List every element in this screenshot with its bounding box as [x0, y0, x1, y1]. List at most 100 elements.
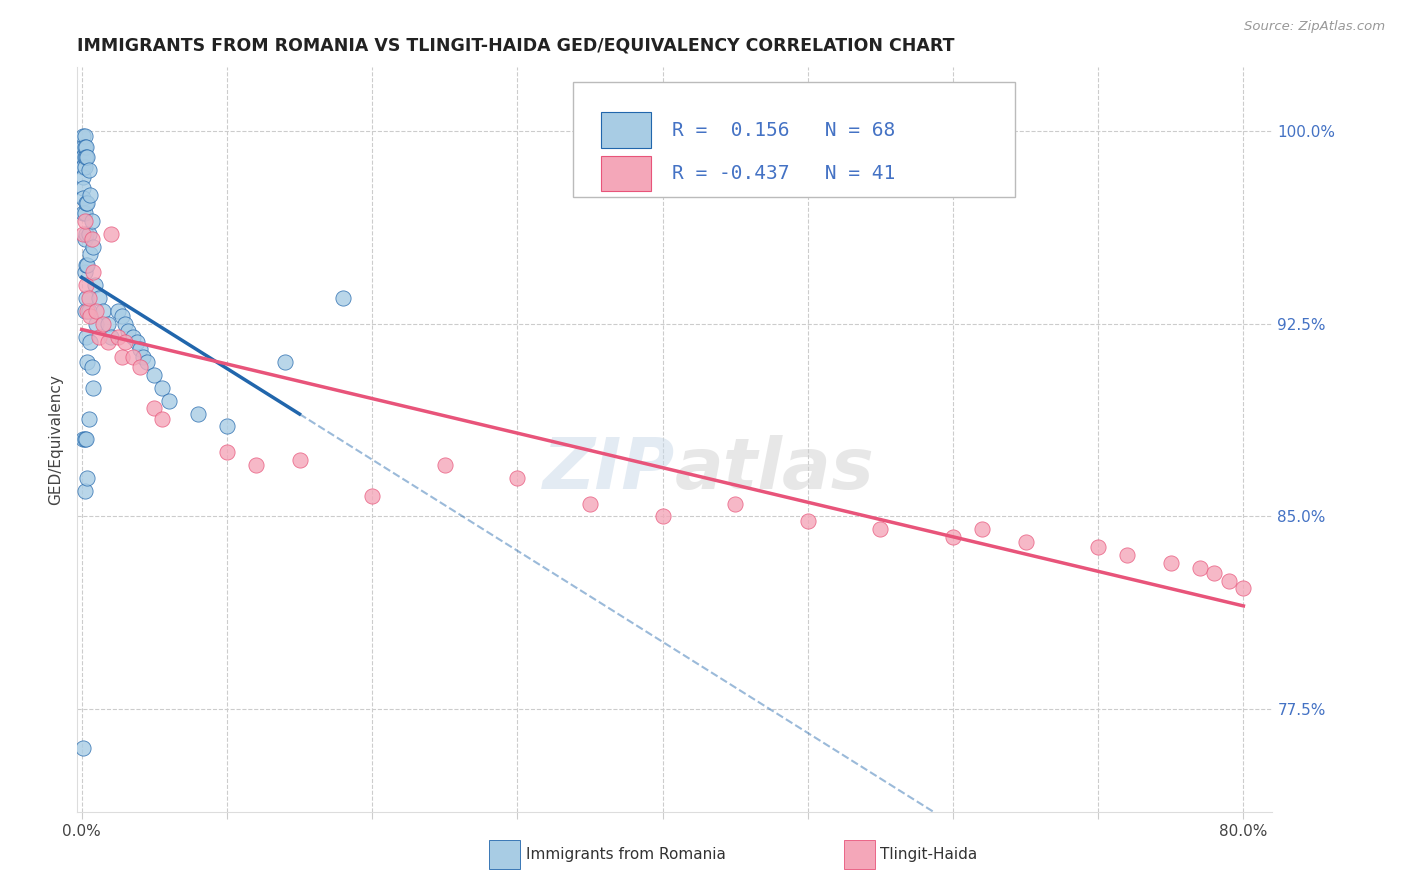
Point [75, 278, 97, 293]
Point [157, 393, 180, 408]
Point [121, 329, 143, 343]
Point [83, 278, 105, 293]
Point [79, 247, 101, 261]
Point [150, 381, 173, 395]
Point [136, 355, 159, 369]
Point [72, 206, 94, 220]
Point [107, 329, 129, 343]
Point [77, 162, 100, 177]
Point [77, 411, 100, 425]
Text: atlas: atlas [675, 434, 875, 504]
Point [1204, 566, 1226, 580]
Point [73, 483, 96, 498]
Point [80, 214, 103, 228]
Point [869, 522, 891, 536]
Point [797, 515, 820, 529]
Text: Immigrants from Romania: Immigrants from Romania [526, 847, 725, 862]
Point [361, 489, 384, 503]
Point [288, 453, 311, 467]
Point [245, 458, 267, 472]
Point [100, 329, 122, 343]
Point [73, 214, 96, 228]
Point [82, 265, 104, 279]
Point [1087, 540, 1109, 554]
Point [942, 530, 965, 544]
Point [80, 360, 103, 375]
Point [73, 432, 96, 446]
Text: Source: ZipAtlas.com: Source: ZipAtlas.com [1244, 20, 1385, 33]
Point [125, 334, 148, 349]
Point [77, 291, 100, 305]
Point [72, 432, 94, 446]
Point [76, 355, 98, 369]
Point [73, 265, 96, 279]
Point [93, 317, 115, 331]
Point [107, 304, 129, 318]
Point [117, 325, 139, 339]
Point [72, 740, 94, 755]
Point [1232, 581, 1254, 595]
Point [73, 160, 96, 174]
Point [724, 496, 747, 510]
Text: R = -0.437   N = 41: R = -0.437 N = 41 [672, 164, 896, 183]
Point [111, 309, 134, 323]
Point [1218, 574, 1240, 588]
Point [150, 411, 173, 425]
Point [72, 180, 94, 194]
Point [75, 258, 97, 272]
Point [80, 232, 103, 246]
Point [84, 317, 107, 331]
Point [970, 522, 993, 536]
Text: ZIP: ZIP [543, 434, 675, 504]
Point [76, 258, 98, 272]
Y-axis label: GED/Equivalency: GED/Equivalency [48, 374, 63, 505]
Point [332, 291, 354, 305]
Point [84, 304, 107, 318]
Point [72, 191, 94, 205]
Point [77, 227, 100, 241]
Point [111, 350, 134, 364]
Point [143, 368, 166, 383]
Point [72, 129, 94, 144]
Point [579, 496, 602, 510]
Point [73, 232, 96, 246]
Point [76, 304, 98, 318]
Point [73, 206, 96, 220]
Point [76, 150, 98, 164]
Point [97, 334, 120, 349]
Point [651, 509, 673, 524]
Point [87, 329, 110, 343]
Point [128, 360, 150, 375]
Point [143, 401, 166, 416]
Point [1116, 548, 1139, 562]
Point [114, 334, 136, 349]
Point [77, 304, 100, 318]
Point [433, 458, 456, 472]
Point [79, 334, 101, 349]
Point [1188, 560, 1211, 574]
Point [87, 291, 110, 305]
Point [73, 150, 96, 164]
Point [75, 139, 97, 153]
Point [131, 350, 153, 364]
Point [72, 139, 94, 153]
Point [114, 317, 136, 331]
Text: Tlingit-Haida: Tlingit-Haida [880, 847, 977, 862]
Point [72, 227, 94, 241]
Point [79, 188, 101, 202]
Point [93, 304, 115, 318]
Point [73, 139, 96, 153]
Point [79, 309, 101, 323]
Point [215, 445, 238, 459]
Bar [600, 112, 651, 148]
Point [76, 196, 98, 211]
Point [75, 196, 97, 211]
Point [75, 291, 97, 305]
Point [274, 355, 297, 369]
Point [72, 170, 94, 185]
Point [1014, 535, 1036, 549]
Point [121, 350, 143, 364]
Bar [600, 155, 651, 191]
Point [97, 317, 120, 331]
Point [82, 381, 104, 395]
